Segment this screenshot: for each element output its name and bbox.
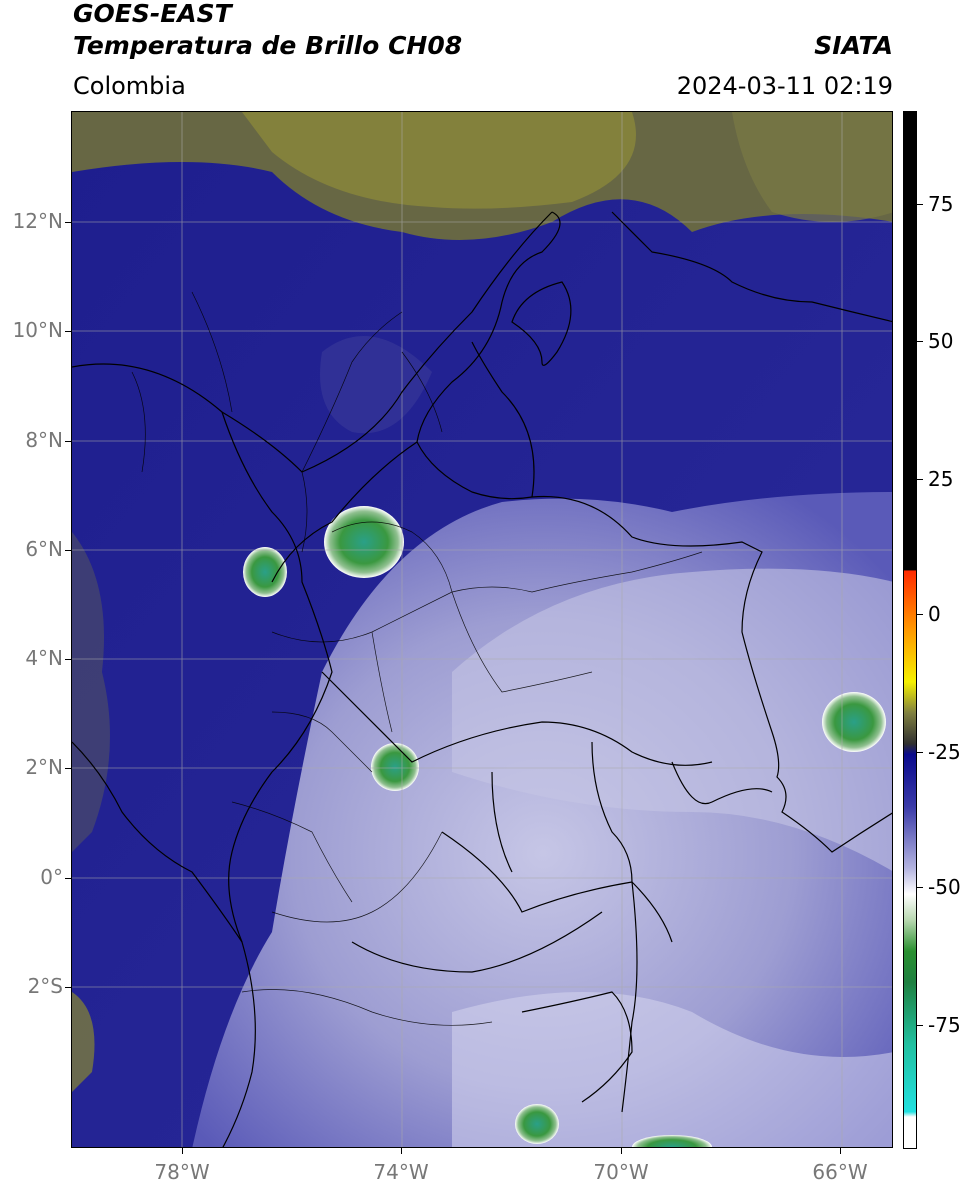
colorbar-tick bbox=[917, 479, 923, 480]
colorbar-tick-label: 25 bbox=[928, 467, 954, 491]
satellite-title: GOES-EAST bbox=[73, 0, 232, 28]
lon-tick bbox=[840, 1148, 841, 1154]
gridlines bbox=[72, 112, 892, 1147]
lat-tick bbox=[65, 441, 71, 442]
brand-label: SIATA bbox=[814, 31, 893, 60]
colorbar-tick bbox=[917, 341, 923, 342]
colorbar-tick bbox=[917, 752, 923, 753]
lat-tick bbox=[65, 331, 71, 332]
colorbar-tick-label: -50 bbox=[928, 875, 961, 899]
lat-tick-label: 6°N bbox=[25, 537, 63, 561]
lat-tick bbox=[65, 987, 71, 988]
lon-tick-label: 70°W bbox=[593, 1160, 649, 1184]
colorbar-tick-label: 50 bbox=[928, 329, 954, 353]
colorbar-tick-label: -75 bbox=[928, 1013, 961, 1037]
lon-tick-label: 78°W bbox=[154, 1160, 210, 1184]
lon-tick bbox=[182, 1148, 183, 1154]
storm-cell bbox=[324, 506, 404, 578]
colorbar-tick-label: -25 bbox=[928, 740, 961, 764]
storm-cell bbox=[822, 692, 886, 752]
country-borders bbox=[72, 211, 892, 1147]
lon-tick-label: 74°W bbox=[373, 1160, 429, 1184]
lat-tick bbox=[65, 659, 71, 660]
storm-cell bbox=[371, 743, 419, 791]
lat-tick-label: 2°S bbox=[27, 974, 63, 998]
department-borders bbox=[131, 291, 703, 1026]
colorbar-tick bbox=[917, 1025, 923, 1026]
satellite-map[interactable] bbox=[71, 111, 893, 1148]
lon-tick-label: 66°W bbox=[812, 1160, 868, 1184]
region-label: Colombia bbox=[73, 72, 186, 100]
colorbar-tick-label: 0 bbox=[928, 602, 941, 626]
colorbar bbox=[903, 111, 917, 1149]
lat-tick bbox=[65, 768, 71, 769]
lat-tick-label: 0° bbox=[40, 865, 63, 889]
colorbar-tick bbox=[917, 614, 923, 615]
product-title: Temperatura de Brillo CH08 bbox=[73, 31, 463, 60]
colorbar-tick-label: 75 bbox=[928, 192, 954, 216]
colorbar-tick bbox=[917, 204, 923, 205]
lat-tick-label: 2°N bbox=[25, 755, 63, 779]
lat-tick bbox=[65, 550, 71, 551]
datetime-label: 2024-03-11 02:19 bbox=[676, 72, 893, 100]
map-canvas bbox=[72, 112, 892, 1147]
lon-tick bbox=[401, 1148, 402, 1154]
lat-tick-label: 10°N bbox=[12, 318, 63, 342]
lat-tick-label: 8°N bbox=[25, 428, 63, 452]
lon-tick bbox=[621, 1148, 622, 1154]
lat-tick bbox=[65, 878, 71, 879]
colorbar-tick bbox=[917, 887, 923, 888]
storm-cell bbox=[515, 1104, 559, 1144]
lat-tick bbox=[65, 222, 71, 223]
lat-tick-label: 4°N bbox=[25, 646, 63, 670]
storm-cell bbox=[243, 547, 287, 597]
lat-tick-label: 12°N bbox=[12, 209, 63, 233]
